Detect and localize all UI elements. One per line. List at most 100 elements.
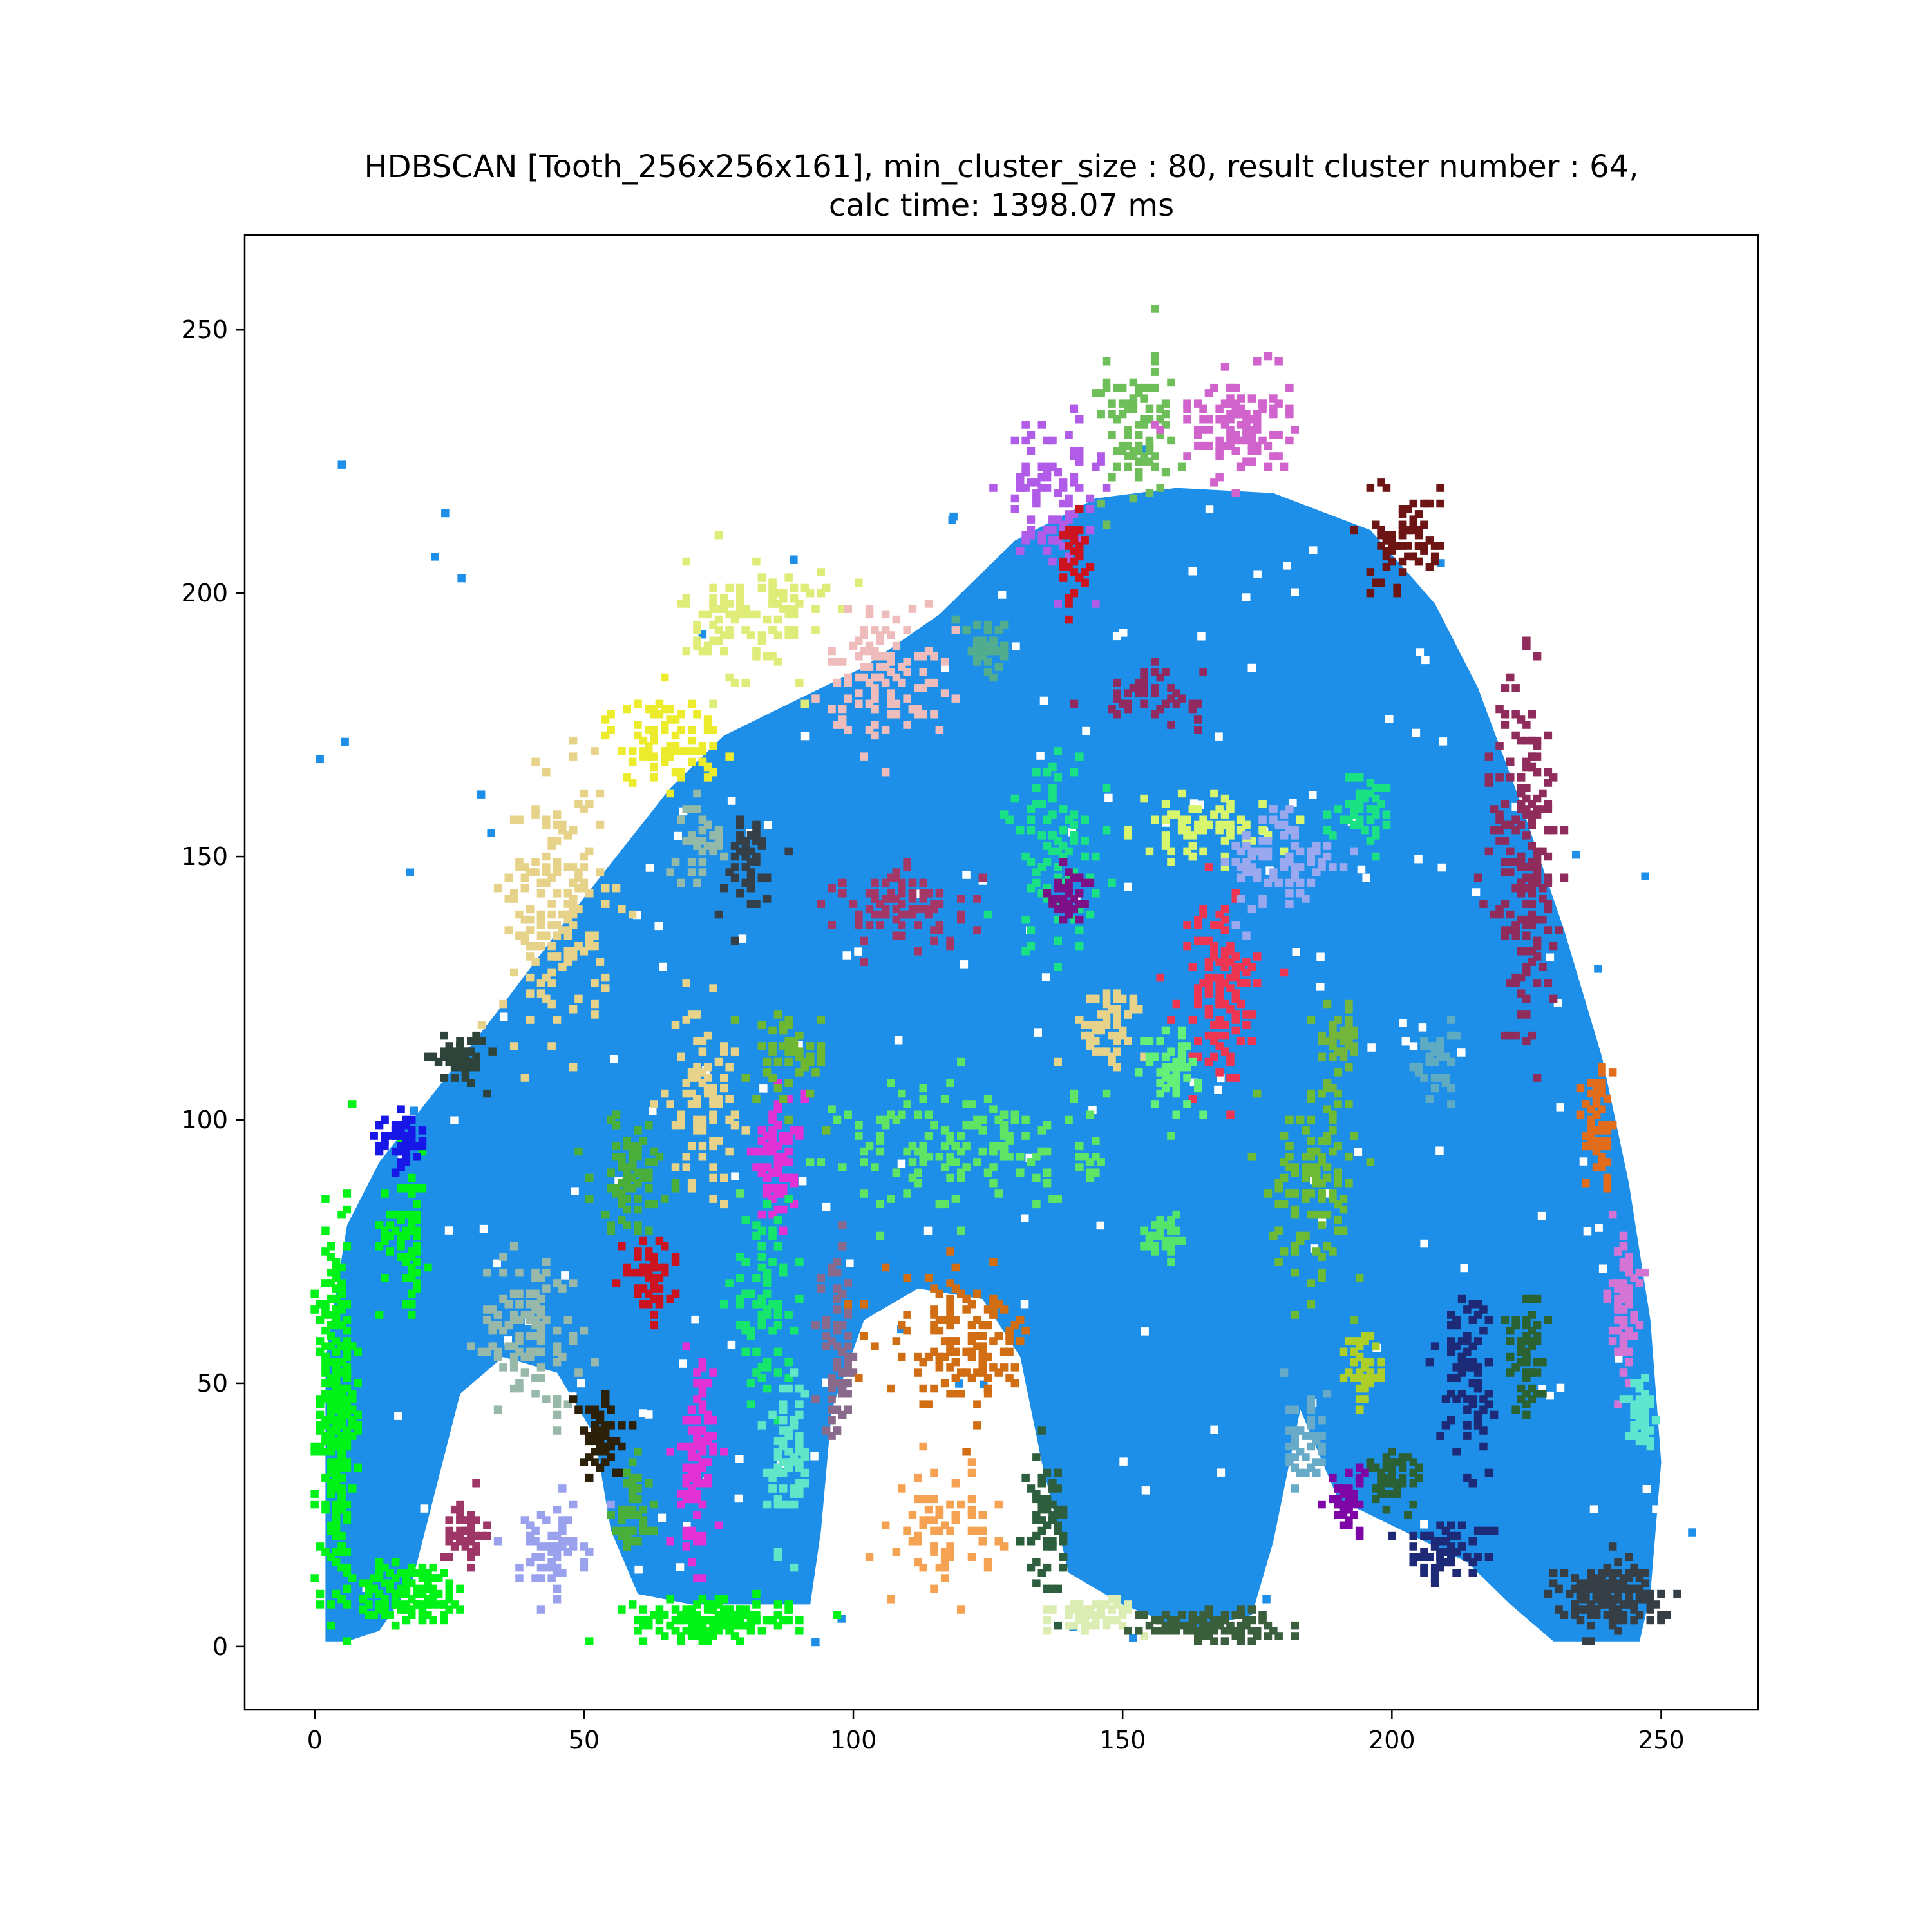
cluster-point xyxy=(645,1479,653,1488)
cluster-point xyxy=(865,1142,874,1151)
cluster-point xyxy=(1247,868,1256,876)
cluster-point xyxy=(526,1332,535,1340)
cluster-point xyxy=(1614,1300,1622,1309)
cluster-point xyxy=(526,973,535,982)
cluster-point xyxy=(919,1400,927,1408)
cluster-point xyxy=(580,789,589,798)
cluster-point xyxy=(800,699,809,708)
cluster-point xyxy=(1086,1173,1095,1182)
cluster-point xyxy=(1334,1226,1342,1235)
cluster-point xyxy=(645,1247,653,1256)
cluster-point xyxy=(391,1121,400,1130)
cluster-point xyxy=(951,1316,960,1324)
cluster-point xyxy=(1032,868,1041,876)
main-point xyxy=(811,1638,820,1647)
cluster-point xyxy=(1350,526,1358,535)
cluster-point xyxy=(1247,394,1256,402)
main-gap-point xyxy=(962,871,971,879)
main-gap-point xyxy=(676,1563,685,1571)
cluster-point xyxy=(709,620,717,629)
cluster-point xyxy=(1043,547,1052,555)
cluster-point xyxy=(564,1548,572,1556)
cluster-point xyxy=(1065,884,1073,893)
cluster-point xyxy=(1226,942,1235,951)
cluster-point xyxy=(978,1363,987,1372)
cluster-point xyxy=(1630,1616,1638,1625)
cluster-point xyxy=(1010,505,1019,513)
cluster-point xyxy=(1194,915,1202,924)
cluster-point xyxy=(509,1358,518,1367)
cluster-point xyxy=(1102,1621,1111,1630)
cluster-point xyxy=(806,1089,815,1098)
cluster-point xyxy=(983,910,992,919)
cluster-point xyxy=(1075,415,1084,424)
cluster-point xyxy=(1544,805,1553,813)
cluster-point xyxy=(741,1074,750,1082)
cluster-point xyxy=(623,1263,631,1272)
cluster-point xyxy=(779,1416,788,1425)
cluster-point xyxy=(1124,1037,1132,1045)
cluster-15 xyxy=(440,1479,491,1572)
cluster-point xyxy=(1307,1300,1316,1309)
cluster-point xyxy=(677,1121,685,1130)
cluster-point xyxy=(773,1300,782,1309)
cluster-point xyxy=(1021,1115,1030,1124)
cluster-point xyxy=(1075,942,1084,951)
cluster-point xyxy=(892,641,901,650)
cluster-point xyxy=(1183,1100,1191,1108)
cluster-point xyxy=(892,868,901,876)
cluster-point xyxy=(1065,600,1073,608)
cluster-point xyxy=(1081,837,1089,845)
cluster-point xyxy=(682,1163,690,1171)
cluster-point xyxy=(833,1294,842,1303)
cluster-point xyxy=(1113,1031,1121,1040)
cluster-point xyxy=(881,726,890,734)
cluster-point xyxy=(634,1448,642,1456)
cluster-point xyxy=(1135,1611,1143,1619)
cluster-point xyxy=(1285,1115,1294,1124)
cluster-point xyxy=(1404,505,1412,513)
cluster-point xyxy=(628,1490,637,1498)
cluster-point xyxy=(860,752,868,761)
cluster-point xyxy=(1220,1031,1229,1040)
cluster-point xyxy=(1280,831,1289,840)
cluster-point xyxy=(860,1189,868,1198)
cluster-point xyxy=(456,1057,464,1066)
cluster-point xyxy=(585,800,594,808)
cluster-point xyxy=(1183,826,1191,835)
cluster-point xyxy=(1479,900,1488,908)
main-gap-point xyxy=(450,1116,459,1124)
cluster-point xyxy=(499,1363,507,1372)
cluster-point xyxy=(1215,958,1224,966)
cluster-point xyxy=(671,715,680,724)
cluster-point xyxy=(1285,436,1294,445)
cluster-point xyxy=(720,1300,728,1309)
cluster-point xyxy=(833,1326,842,1335)
cluster-point xyxy=(1183,942,1191,951)
cluster-point xyxy=(865,605,874,613)
cluster-point xyxy=(1247,1605,1256,1614)
cluster-45 xyxy=(1059,505,1095,624)
cluster-point xyxy=(1231,1026,1240,1035)
main-gap-point xyxy=(561,1271,569,1280)
cluster-28 xyxy=(865,1442,1009,1614)
cluster-point xyxy=(973,895,981,903)
cluster-point xyxy=(762,652,772,661)
cluster-point xyxy=(887,1079,895,1087)
cluster-point xyxy=(607,1168,615,1177)
cluster-point xyxy=(1307,1137,1316,1145)
cluster-point xyxy=(650,1321,658,1330)
cluster-point xyxy=(876,1147,885,1156)
cluster-point xyxy=(456,1516,464,1524)
cluster-point xyxy=(1054,1526,1062,1535)
cluster-point xyxy=(951,1358,960,1367)
cluster-point xyxy=(1070,589,1079,598)
cluster-point xyxy=(1215,820,1224,829)
cluster-point xyxy=(332,1268,341,1277)
cluster-point xyxy=(1382,484,1391,492)
cluster-point xyxy=(773,631,782,639)
cluster-point xyxy=(1151,815,1159,824)
cluster-point xyxy=(687,726,696,734)
cluster-point xyxy=(1312,1147,1321,1156)
